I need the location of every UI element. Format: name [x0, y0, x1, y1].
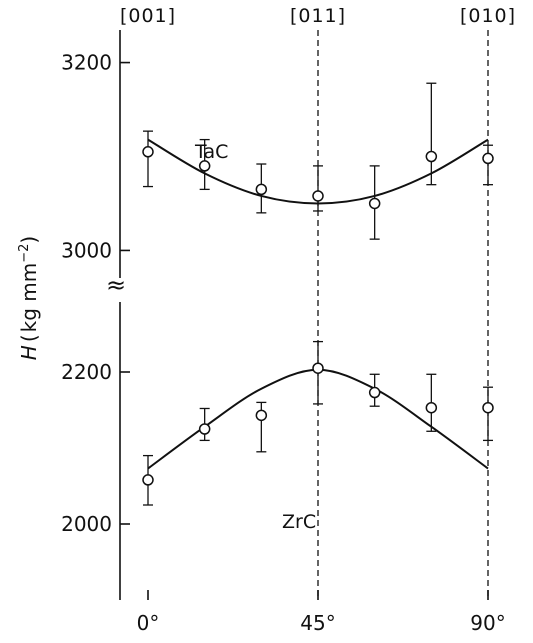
- data-point-tac: [368, 197, 381, 210]
- y-tick-label: 3000: [61, 238, 112, 262]
- data-point-zrc: [482, 401, 494, 414]
- y-axis-title: H (kg mm−2): [17, 236, 41, 360]
- series-label-tac: TaC: [194, 141, 228, 163]
- data-point-zrc: [425, 401, 438, 414]
- y-axis-title-unit: kg mm: [17, 263, 41, 333]
- data-point-zrc: [312, 362, 324, 374]
- y-axis-title-open: (: [17, 334, 41, 342]
- data-points: [142, 146, 494, 486]
- axis-break-symbol: ≈: [106, 271, 126, 299]
- direction-guides: [317, 30, 489, 600]
- data-point-tac: [425, 150, 438, 163]
- x-tick-label: 45°: [300, 611, 335, 635]
- series-label-zrc: ZrC: [282, 511, 316, 533]
- direction-label: [011]: [290, 5, 346, 27]
- labels: TaC ZrC ≈ H (kg mm−2): [17, 141, 316, 533]
- data-point-zrc: [255, 409, 268, 422]
- y-axis-title-symbol: H: [17, 345, 41, 360]
- svg-text:H(kg mm−2): H (kg mm−2): [17, 236, 41, 360]
- y-axis-title-exponent: −2: [17, 244, 32, 263]
- y-tick-label: 2200: [61, 360, 112, 384]
- data-point-zrc: [368, 386, 381, 399]
- x-tick-label: 90°: [470, 611, 505, 635]
- data-point-zrc: [142, 474, 154, 486]
- data-point-zrc: [198, 423, 211, 435]
- data-point-tac: [255, 183, 268, 196]
- direction-label: [001]: [120, 5, 176, 27]
- x-tick-label: 0°: [137, 611, 160, 635]
- y-tick-label: 3200: [61, 51, 112, 75]
- y-axis-title-close: ): [17, 236, 41, 244]
- y-tick-label: 2000: [61, 512, 112, 536]
- data-point-tac: [482, 152, 494, 165]
- data-point-tac: [312, 190, 324, 202]
- direction-label: [010]: [460, 5, 516, 27]
- data-point-tac: [142, 146, 154, 158]
- axes: 3200 3000 2200 2000 0° 45° 90° [001] [011] [010]: [61, 5, 516, 635]
- data-point-tac: [198, 160, 211, 172]
